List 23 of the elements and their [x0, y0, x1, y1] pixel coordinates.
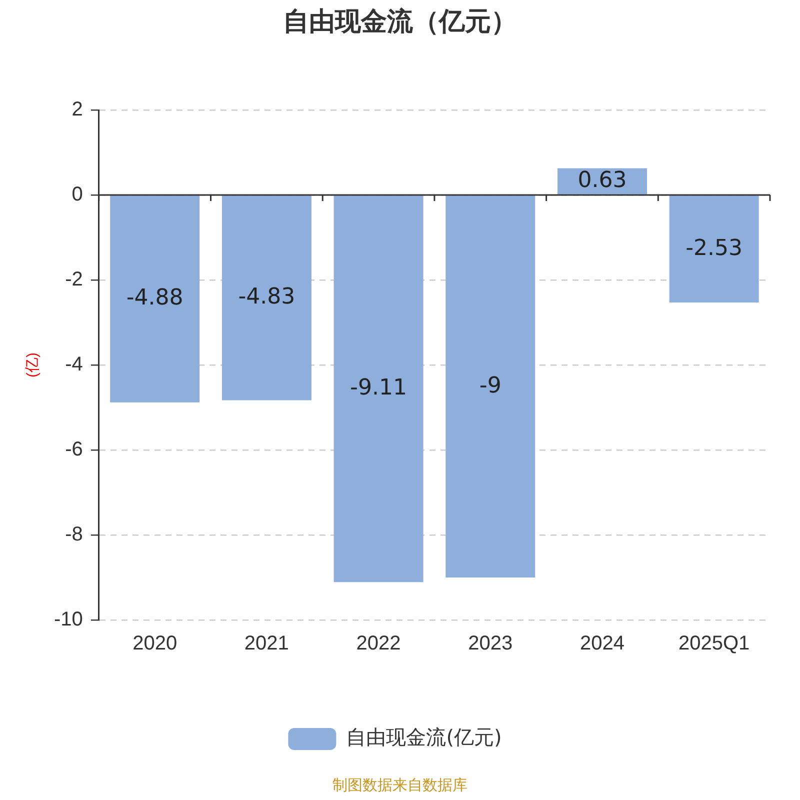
y-tick-label: -6 [65, 438, 83, 461]
x-tick-label: 2025Q1 [678, 632, 750, 655]
y-tick-label: -2 [65, 268, 83, 291]
chart-title: 自由现金流（亿元） [282, 6, 518, 39]
y-tick-label: 2 [72, 98, 83, 121]
data-label: -4.83 [238, 284, 296, 310]
data-label: -4.88 [126, 286, 184, 311]
x-tick-label: 2020 [132, 632, 178, 655]
x-tick-label: 2024 [580, 632, 624, 655]
y-axis-title: (亿) [24, 352, 42, 378]
x-tick-label: 2023 [468, 632, 513, 655]
x-tick-label: 2021 [244, 632, 289, 655]
y-tick-label: -4 [65, 354, 83, 376]
y-tick-label: -8 [65, 524, 83, 546]
text: 制图数据来自数据库 [332, 776, 468, 795]
y-tick-label: -10 [54, 608, 83, 631]
y-tick-label: 0 [72, 184, 83, 206]
x-tick-label: 2022 [356, 632, 401, 655]
data-label: 0.63 [578, 168, 627, 194]
legend-label: 自由现金流(亿元) [346, 725, 502, 750]
data-label: -9 [479, 373, 502, 398]
data-label: -9.11 [350, 376, 407, 401]
data-label: -2.53 [686, 236, 743, 261]
